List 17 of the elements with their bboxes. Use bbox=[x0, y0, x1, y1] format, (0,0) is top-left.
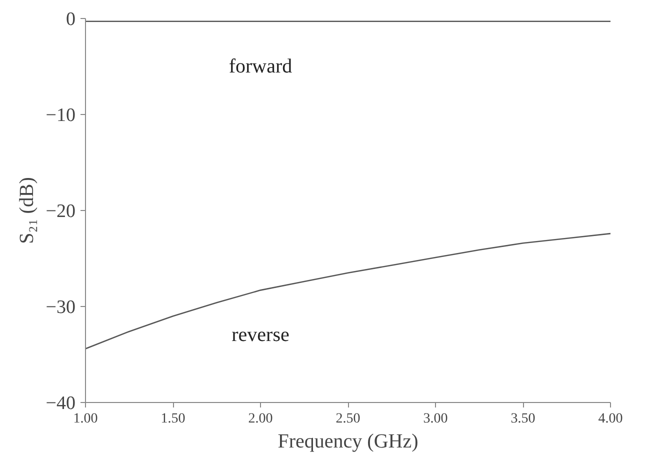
x-tick-label: 1.50 bbox=[160, 412, 186, 426]
x-tick-label: 3.50 bbox=[510, 412, 536, 426]
x-tick-label: 4.00 bbox=[598, 412, 623, 426]
y-tick-label: −30 bbox=[46, 297, 76, 318]
y-tick-label: −20 bbox=[46, 201, 76, 222]
series-label: forward bbox=[228, 55, 292, 78]
y-tick-label: −10 bbox=[46, 105, 76, 126]
x-axis-title: Frequency (GHz) bbox=[278, 430, 418, 452]
x-tick-label: 2.00 bbox=[248, 412, 273, 426]
series-label: reverse bbox=[232, 324, 290, 346]
x-tick-label: 1.00 bbox=[73, 412, 98, 426]
y-tick-label: −40 bbox=[46, 393, 76, 414]
y-tick-label: 0 bbox=[66, 9, 76, 30]
x-tick-label: 3.00 bbox=[423, 412, 448, 426]
x-tick-label: 2.50 bbox=[336, 412, 360, 426]
line-series bbox=[86, 232, 610, 350]
y-axis-title: S₂₁ (dB) bbox=[16, 177, 38, 244]
